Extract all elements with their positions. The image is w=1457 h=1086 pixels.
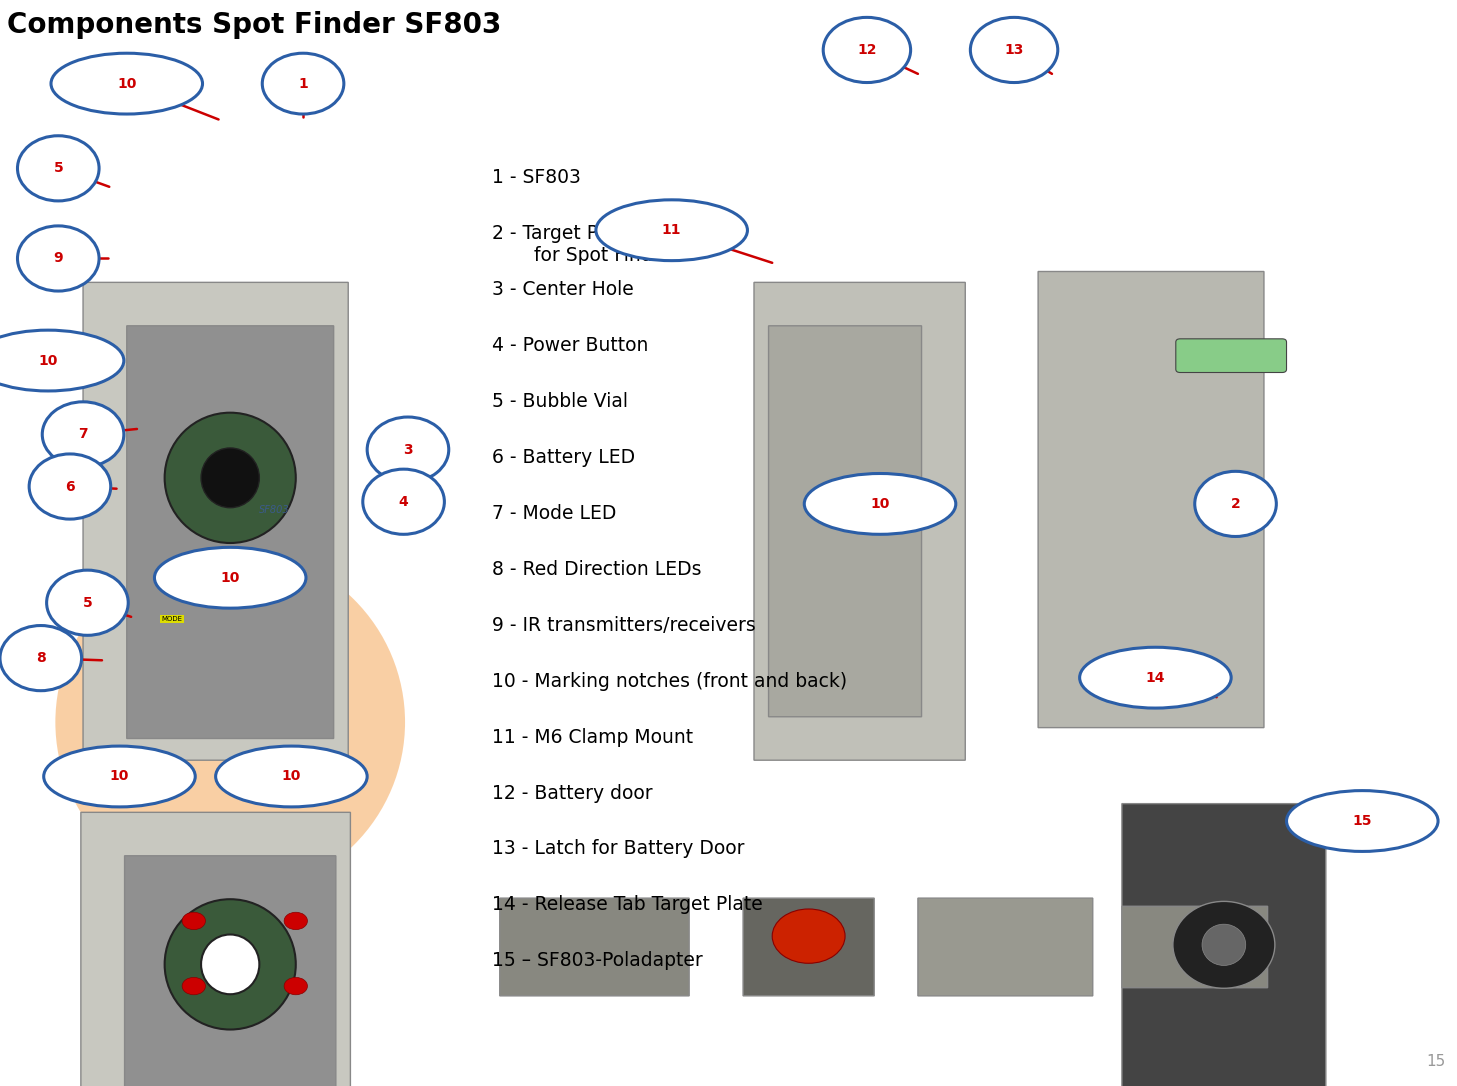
Text: 13 - Latch for Battery Door: 13 - Latch for Battery Door xyxy=(492,839,745,858)
Ellipse shape xyxy=(29,454,111,519)
Ellipse shape xyxy=(0,330,124,391)
Circle shape xyxy=(284,977,307,995)
Text: 3: 3 xyxy=(404,443,412,456)
Text: 10: 10 xyxy=(117,77,137,90)
Circle shape xyxy=(772,909,845,963)
Ellipse shape xyxy=(216,746,367,807)
Ellipse shape xyxy=(47,570,128,635)
Text: 12 - Battery door: 12 - Battery door xyxy=(492,784,653,803)
Ellipse shape xyxy=(165,899,296,1030)
FancyBboxPatch shape xyxy=(755,282,965,760)
Ellipse shape xyxy=(1287,791,1438,851)
Text: 6 - Battery LED: 6 - Battery LED xyxy=(492,449,635,467)
Text: 11 - M6 Clamp Mount: 11 - M6 Clamp Mount xyxy=(492,728,694,746)
FancyBboxPatch shape xyxy=(127,326,334,738)
Text: 15: 15 xyxy=(1352,814,1372,828)
Text: 10 - Marking notches (front and back): 10 - Marking notches (front and back) xyxy=(492,671,848,691)
FancyBboxPatch shape xyxy=(1122,804,1326,1086)
FancyBboxPatch shape xyxy=(743,898,874,996)
Ellipse shape xyxy=(262,53,344,114)
Text: 2 - Target Plate
       for Spot Finder: 2 - Target Plate for Spot Finder xyxy=(492,225,673,265)
Text: SF803: SF803 xyxy=(258,505,290,516)
Text: 10: 10 xyxy=(109,770,130,783)
Ellipse shape xyxy=(201,447,259,508)
Ellipse shape xyxy=(201,934,259,995)
Text: 7 - Mode LED: 7 - Mode LED xyxy=(492,504,616,522)
FancyBboxPatch shape xyxy=(83,282,348,760)
Text: 15 – SF803-Poladapter: 15 – SF803-Poladapter xyxy=(492,951,704,970)
FancyBboxPatch shape xyxy=(1176,339,1287,372)
Text: 10: 10 xyxy=(870,497,890,510)
FancyBboxPatch shape xyxy=(1122,906,1268,988)
Text: 2: 2 xyxy=(1231,497,1240,510)
FancyBboxPatch shape xyxy=(125,856,335,1086)
Ellipse shape xyxy=(165,413,296,543)
Ellipse shape xyxy=(1202,924,1246,965)
Ellipse shape xyxy=(42,402,124,467)
Ellipse shape xyxy=(1080,647,1231,708)
Text: 4 - Power Button: 4 - Power Button xyxy=(492,337,648,355)
Circle shape xyxy=(284,912,307,930)
Text: 15: 15 xyxy=(1426,1053,1445,1069)
Ellipse shape xyxy=(17,226,99,291)
Text: 9 - IR transmitters/receivers: 9 - IR transmitters/receivers xyxy=(492,616,756,634)
FancyBboxPatch shape xyxy=(918,898,1093,996)
Ellipse shape xyxy=(363,469,444,534)
Circle shape xyxy=(182,977,205,995)
Ellipse shape xyxy=(55,548,405,896)
Text: 1 - SF803: 1 - SF803 xyxy=(492,168,581,187)
Ellipse shape xyxy=(51,53,203,114)
Text: 10: 10 xyxy=(220,571,240,584)
Ellipse shape xyxy=(596,200,747,261)
FancyBboxPatch shape xyxy=(80,812,350,1086)
FancyBboxPatch shape xyxy=(1037,272,1263,728)
Text: 6: 6 xyxy=(66,480,74,493)
Ellipse shape xyxy=(367,417,449,482)
Ellipse shape xyxy=(0,626,82,691)
Ellipse shape xyxy=(154,547,306,608)
Ellipse shape xyxy=(823,17,911,83)
Ellipse shape xyxy=(1195,471,1276,536)
Text: 5: 5 xyxy=(54,162,63,175)
Ellipse shape xyxy=(804,473,956,534)
FancyBboxPatch shape xyxy=(500,898,689,996)
Text: 9: 9 xyxy=(54,252,63,265)
Text: 11: 11 xyxy=(661,224,682,237)
Text: Components Spot Finder SF803: Components Spot Finder SF803 xyxy=(7,11,501,39)
Text: 5: 5 xyxy=(83,596,92,609)
Text: 8 - Red Direction LEDs: 8 - Red Direction LEDs xyxy=(492,560,702,579)
Ellipse shape xyxy=(970,17,1058,83)
Text: 3 - Center Hole: 3 - Center Hole xyxy=(492,280,634,299)
Text: 10: 10 xyxy=(281,770,302,783)
FancyBboxPatch shape xyxy=(769,326,921,717)
Text: 8: 8 xyxy=(36,652,45,665)
Text: 13: 13 xyxy=(1004,43,1024,56)
Ellipse shape xyxy=(44,746,195,807)
Text: 12: 12 xyxy=(857,43,877,56)
Circle shape xyxy=(182,912,205,930)
Text: 7: 7 xyxy=(79,428,87,441)
Text: MODE: MODE xyxy=(162,616,182,622)
Ellipse shape xyxy=(17,136,99,201)
Text: 14: 14 xyxy=(1145,671,1166,684)
Text: 10: 10 xyxy=(38,354,58,367)
Text: 14 - Release Tab Target Plate: 14 - Release Tab Target Plate xyxy=(492,895,763,914)
Text: 5 - Bubble Vial: 5 - Bubble Vial xyxy=(492,392,628,411)
Text: 4: 4 xyxy=(399,495,408,508)
Ellipse shape xyxy=(1173,901,1275,988)
Text: 1: 1 xyxy=(299,77,307,90)
